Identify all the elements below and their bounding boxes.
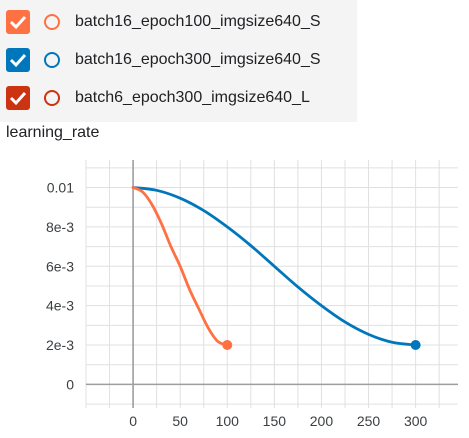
x-tick-label: 150 xyxy=(263,413,287,429)
series-endpoint xyxy=(410,340,421,351)
series-endpoint xyxy=(222,340,233,351)
run-label: batch16_epoch100_imgsize640_S xyxy=(75,13,321,30)
run-checkbox[interactable] xyxy=(6,48,30,72)
x-tick-label: 200 xyxy=(310,413,334,429)
run-row-batch6-epoch300[interactable]: batch6_epoch300_imgsize640_L xyxy=(0,80,357,116)
series-endpoints xyxy=(222,340,421,351)
checkmark-icon xyxy=(9,15,27,30)
y-tick-label: 0 xyxy=(66,376,74,392)
run-color-ring xyxy=(44,14,60,30)
run-label: batch6_epoch300_imgsize640_L xyxy=(75,89,310,106)
run-color-ring xyxy=(44,90,60,106)
x-tick-label: 100 xyxy=(216,413,240,429)
y-tick-label: 2e-3 xyxy=(46,337,74,353)
checkmark-icon xyxy=(9,91,27,106)
y-tick-label: 4e-3 xyxy=(46,298,74,314)
series-line xyxy=(131,186,229,347)
series-line xyxy=(131,186,418,347)
checkmark-icon xyxy=(9,53,27,68)
x-tick-label: 250 xyxy=(357,413,381,429)
run-row-batch16-epoch100[interactable]: batch16_epoch100_imgsize640_S xyxy=(0,4,357,40)
learning-rate-chart[interactable]: 0 50 100 150 200 250 300 0 2e-3 4e-3 6e-3 8e-3 0.01 xyxy=(0,150,469,438)
grid xyxy=(85,160,458,408)
tick-labels: 0 50 100 150 200 250 300 0 2e-3 4e-3 6e-3 8e-3 0.01 xyxy=(46,180,428,429)
run-color-ring xyxy=(44,52,60,68)
run-selector: batch16_epoch100_imgsize640_S batch16_ep… xyxy=(0,0,357,122)
chart-title: learning_rate xyxy=(6,124,100,141)
y-tick-label: 6e-3 xyxy=(46,258,74,274)
run-checkbox[interactable] xyxy=(6,10,30,34)
run-row-batch16-epoch300[interactable]: batch16_epoch300_imgsize640_S xyxy=(0,42,357,78)
x-tick-label: 50 xyxy=(172,413,188,429)
run-checkbox[interactable] xyxy=(6,86,30,110)
y-tick-label: 8e-3 xyxy=(46,219,74,235)
run-label: batch16_epoch300_imgsize640_S xyxy=(75,51,321,68)
x-tick-label: 0 xyxy=(129,413,137,429)
series-lines xyxy=(131,186,418,347)
x-tick-label: 300 xyxy=(404,413,428,429)
y-tick-label: 0.01 xyxy=(47,180,74,196)
axes xyxy=(86,160,458,408)
